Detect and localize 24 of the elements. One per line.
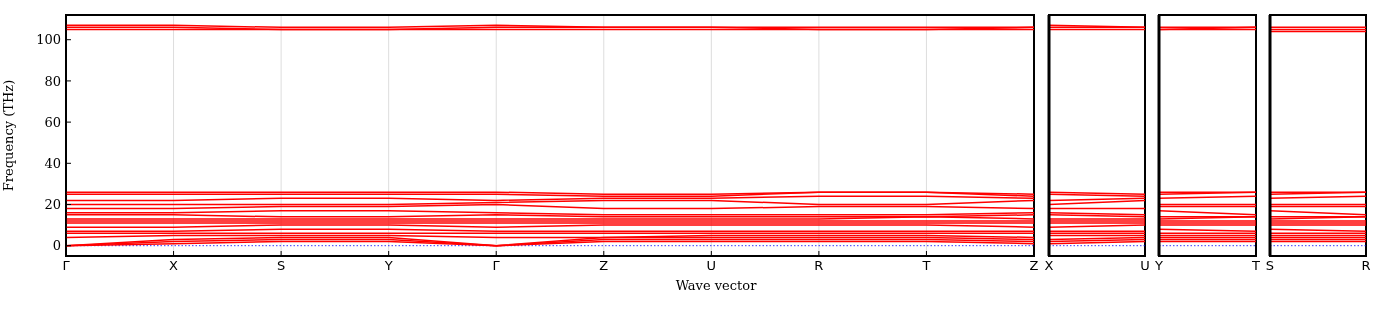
x-axis-title: Wave vector bbox=[674, 278, 758, 293]
y-tick-label: 20 bbox=[44, 197, 61, 213]
y-tick-label: 40 bbox=[44, 155, 61, 171]
x-tick-label: S bbox=[1265, 258, 1275, 274]
y-tick-label: 100 bbox=[36, 32, 61, 48]
x-tick-label: Z bbox=[1029, 258, 1039, 274]
x-tick-label: X bbox=[169, 258, 179, 274]
x-tick-label: S bbox=[276, 258, 286, 274]
x-tick-label: Y bbox=[1154, 258, 1164, 274]
x-tick-label: Γ bbox=[62, 258, 71, 274]
x-tick-label: X bbox=[1044, 258, 1054, 274]
x-tick-label: U bbox=[706, 258, 717, 274]
x-tick-label: Γ bbox=[492, 258, 501, 274]
y-axis-title: Frequency (THz) bbox=[0, 79, 16, 192]
y-tick-label: 80 bbox=[44, 73, 61, 89]
x-tick-label: Y bbox=[383, 258, 393, 274]
x-tick-label: T bbox=[921, 258, 931, 274]
x-tick-label: R bbox=[1361, 258, 1371, 274]
x-tick-label: T bbox=[1251, 258, 1261, 274]
x-tick-label: U bbox=[1140, 258, 1150, 274]
x-tick-label: R bbox=[814, 258, 824, 274]
y-tick-label: 0 bbox=[52, 238, 61, 254]
x-tick-label: Z bbox=[599, 258, 609, 274]
y-tick-label: 60 bbox=[44, 114, 61, 130]
